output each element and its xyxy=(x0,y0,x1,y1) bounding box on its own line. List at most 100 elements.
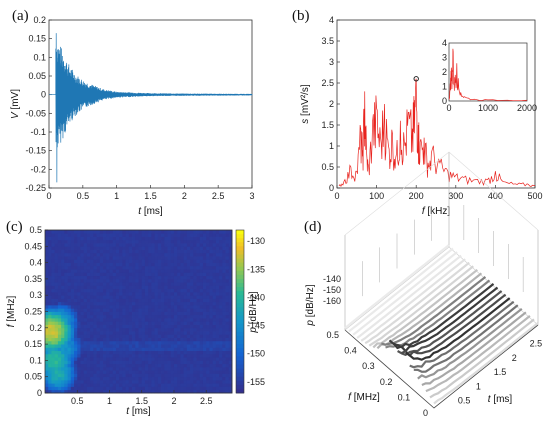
panel-c-colorbar-step xyxy=(236,364,244,369)
panel-c-heatmap-cell xyxy=(177,304,181,309)
panel-c-heatmap-cell xyxy=(219,337,223,342)
panel-c-heatmap-cell xyxy=(186,324,191,329)
panel-c-heatmap-cell xyxy=(80,282,85,286)
panel-c-heatmap-cell xyxy=(212,314,217,319)
panel-c-heatmap-cell xyxy=(109,363,114,368)
panel-c-heatmap-cell xyxy=(57,321,62,325)
panel-c-heatmap-cell xyxy=(183,340,188,345)
panel-c-heatmap-cell xyxy=(122,347,126,352)
panel-d-surface-ridge xyxy=(376,272,483,350)
panel-c-heatmap-cell xyxy=(61,347,65,352)
panel-c-heatmap-cell xyxy=(141,265,146,270)
panel-c-heatmap-cell xyxy=(225,272,230,277)
panel-c-heatmap-cell xyxy=(119,373,123,378)
panel-c-heatmap-cell xyxy=(164,334,168,338)
panel-c-heatmap-cell xyxy=(196,230,201,234)
panel-c-colorbar-step xyxy=(236,266,244,272)
panel-c-heatmap-cell xyxy=(151,262,156,267)
panel-c-heatmap-cell xyxy=(45,262,49,267)
panel-c-heatmap-cell xyxy=(57,353,62,358)
panel-c-heatmap-cell xyxy=(70,327,75,332)
panel-c-heatmap-cell xyxy=(119,337,123,342)
panel-c-heatmap-cell xyxy=(199,373,204,378)
panel-c-heatmap-cell xyxy=(190,311,194,316)
panel-c-heatmap-cell xyxy=(193,386,197,391)
panel-c-heatmap-cell xyxy=(132,340,136,345)
panel-c-heatmap-cell xyxy=(144,324,149,329)
panel-c-heatmap-cell xyxy=(196,311,201,316)
panel-c-heatmap-cell xyxy=(96,243,101,247)
panel-c-heatmap-cell xyxy=(54,370,59,374)
panel-c-heatmap-cell xyxy=(206,278,210,283)
panel-c-heatmap-cell xyxy=(128,282,133,286)
panel-c-heatmap-cell xyxy=(215,324,220,329)
panel-c-heatmap-cell xyxy=(138,360,143,365)
panel-c-heatmap-cell xyxy=(70,376,75,381)
panel-c-heatmap-cell xyxy=(135,337,139,342)
panel-c-heatmap-cell xyxy=(67,230,72,234)
panel-c-heatmap-cell xyxy=(228,334,233,338)
panel-c-heatmap-cell xyxy=(190,233,194,237)
panel-c-heatmap-cell xyxy=(206,246,210,250)
panel-c-heatmap-cell xyxy=(193,383,197,387)
panel-c-heatmap-cell xyxy=(215,353,220,358)
panel-c-heatmap-cell xyxy=(219,275,223,280)
panel-d-floor-axes xyxy=(344,324,539,409)
panel-c-heatmap-cell xyxy=(106,324,110,329)
panel-c-heatmap-cell xyxy=(86,285,91,290)
panel-c-heatmap-cell xyxy=(67,262,72,267)
panel-c-heatmap-cell xyxy=(167,340,172,345)
panel-c-heatmap-cell xyxy=(222,265,226,270)
panel-c-heatmap-cell xyxy=(148,334,152,338)
panel-c-heatmap-cell xyxy=(54,363,59,368)
panel-c-heatmap-cell xyxy=(141,236,146,241)
panel-c-heatmap-cell xyxy=(48,314,52,319)
panel-c-heatmap-cell xyxy=(45,340,49,345)
panel-c-heatmap-cell xyxy=(212,246,217,250)
panel-c-heatmap-cell xyxy=(157,288,162,293)
panel-c-heatmap-cell xyxy=(57,278,62,283)
panel-c-heatmap-cell xyxy=(193,350,197,355)
panel-c-heatmap-cell xyxy=(148,304,152,309)
panel-c-heatmap-cell xyxy=(183,363,188,368)
panel-c-colorbar-ticklabel: -135 xyxy=(247,264,265,274)
panel-c-heatmap-cell xyxy=(170,334,175,338)
panel-c-heatmap-cell xyxy=(86,383,91,387)
panel-c-heatmap-cell xyxy=(196,366,201,371)
panel-c-heatmap-cell xyxy=(183,246,188,250)
panel-c-heatmap-cell xyxy=(109,353,114,358)
panel-c-heatmap-cell xyxy=(112,275,117,280)
panel-c-heatmap-cell xyxy=(196,337,201,342)
panel-c-heatmap-cell xyxy=(148,298,152,303)
panel-c-heatmap-cell xyxy=(170,272,175,277)
panel-c-heatmap-cell xyxy=(138,282,143,286)
panel-c-heatmap-cell xyxy=(183,249,188,254)
panel-c-heatmap-cell xyxy=(74,357,78,361)
panel-c-heatmap-cell xyxy=(157,301,162,306)
panel-c-heatmap-cell xyxy=(161,301,165,306)
panel-c-heatmap-cell xyxy=(128,350,133,355)
panel-c-heatmap-cell xyxy=(93,233,97,237)
panel-c-heatmap-cell xyxy=(135,370,139,374)
panel-c-heatmap-cell xyxy=(157,337,162,342)
panel-c-heatmap-cell xyxy=(74,389,78,394)
panel-c-heatmap-cell xyxy=(199,340,204,345)
panel-c-heatmap-cell xyxy=(54,256,59,260)
panel-c-heatmap-cell xyxy=(99,337,104,342)
panel-c-heatmap-cell xyxy=(96,298,101,303)
panel-c-heatmap-cell xyxy=(125,321,130,325)
panel-c-heatmap-cell xyxy=(77,334,81,338)
panel-c-heatmap-cell xyxy=(196,347,201,352)
panel-c-heatmap-cell xyxy=(161,282,165,286)
panel-c-heatmap-cell xyxy=(219,350,223,355)
panel-c-heatmap-cell xyxy=(119,272,123,277)
panel-c-heatmap-cell xyxy=(199,301,204,306)
panel-c-heatmap-cell xyxy=(122,265,126,270)
panel-c-heatmap-cell xyxy=(45,272,49,277)
panel-c-heatmap-cell xyxy=(228,311,233,316)
panel-c-heatmap-cell xyxy=(180,324,185,329)
panel-c-heatmap-cell xyxy=(196,389,201,394)
panel-c-heatmap-cell xyxy=(154,318,159,322)
panel-c-heatmap-cell xyxy=(212,256,217,260)
panel-c-heatmap-cell xyxy=(196,278,201,283)
